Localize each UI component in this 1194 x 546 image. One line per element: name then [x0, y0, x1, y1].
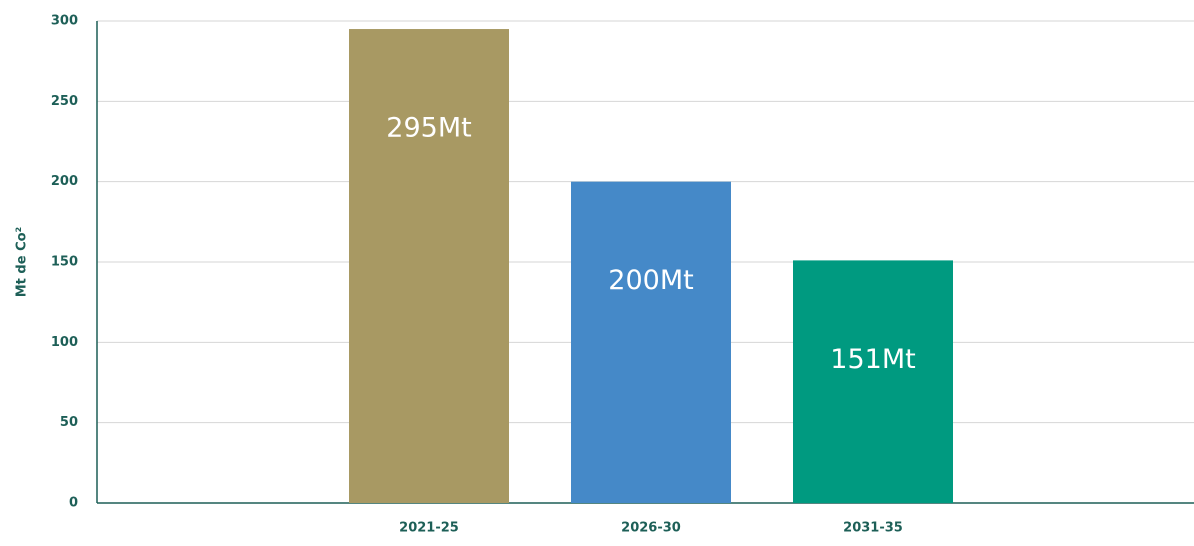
x-tick-label: 2021-25 [399, 521, 459, 536]
bar [571, 181, 731, 503]
y-tick-label: 250 [51, 94, 78, 109]
y-tick-label: 300 [51, 14, 78, 29]
value-label: 200Mt [608, 265, 693, 296]
bar [349, 29, 509, 504]
value-label: 295Mt [386, 113, 471, 144]
bar [793, 260, 953, 503]
x-tick-label: 2026-30 [621, 521, 681, 536]
y-tick-label: 0 [69, 496, 78, 511]
x-tick-label: 2031-35 [843, 521, 903, 536]
y-tick-label: 50 [60, 415, 78, 430]
y-tick-label: 200 [51, 174, 78, 189]
y-tick-label: 100 [51, 335, 78, 350]
y-axis-label: Mt de Co² [15, 227, 30, 298]
y-tick-label: 150 [51, 255, 78, 270]
value-label: 151Mt [830, 344, 915, 375]
